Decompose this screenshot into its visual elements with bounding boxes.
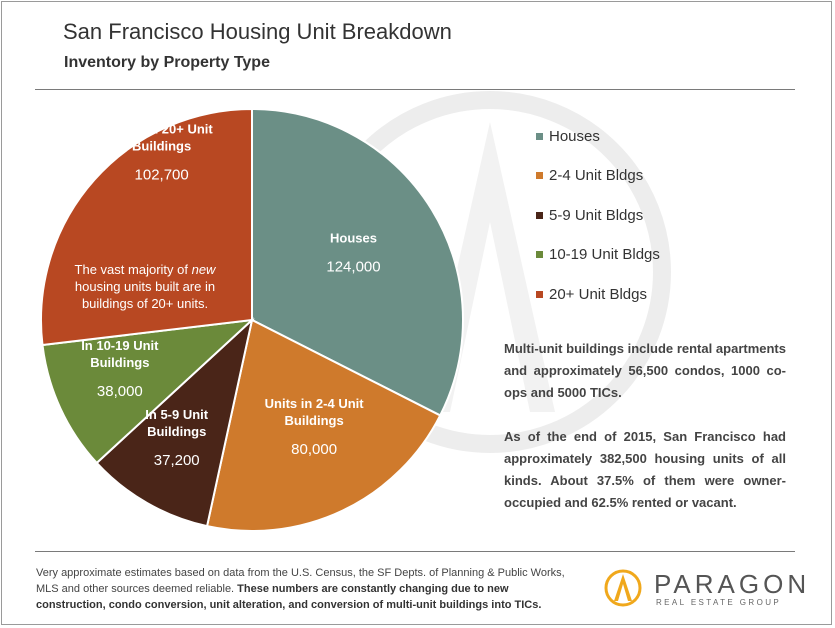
note-multi-unit: Multi-unit buildings include rental apar… — [504, 341, 786, 400]
chart-title: San Francisco Housing Unit Breakdown — [63, 19, 452, 44]
slice-label-20-plus-unit: Buildings — [132, 139, 191, 154]
legend-swatch — [536, 212, 543, 219]
data-label-houses: 124,000 — [326, 259, 380, 276]
slice-label-5-9-unit: Buildings — [147, 424, 206, 439]
legend-item-10-19-unit: 10-19 Unit Bldgs — [536, 246, 660, 263]
slice-label-2-4-unit: Units in 2-4 Unit — [265, 396, 365, 411]
slice-label-10-19-unit: Buildings — [90, 355, 149, 370]
data-label-20-plus-unit: 102,700 — [135, 167, 189, 184]
data-label-5-9-unit: 37,200 — [154, 452, 200, 469]
slice-label-10-19-unit: In 10-19 Unit — [81, 338, 159, 353]
legend-item-houses: Houses — [536, 128, 600, 145]
legend-label: 5-9 Unit Bldgs — [549, 207, 644, 224]
slice-annotation-line: buildings of 20+ units. — [82, 296, 208, 311]
logo-name: PARAGON — [654, 569, 811, 599]
paragon-logo-icon — [604, 569, 642, 607]
legend-label: 20+ Unit Bldgs — [549, 286, 647, 303]
legend-label: 2-4 Unit Bldgs — [549, 167, 644, 184]
note-housing-total: As of the end of 2015, San Francisco had… — [504, 429, 786, 510]
legend-swatch — [536, 133, 543, 140]
slice-label-5-9-unit: In 5-9 Unit — [145, 407, 209, 422]
legend-item-20-plus-unit: 20+ Unit Bldgs — [536, 286, 647, 303]
chart-subtitle: Inventory by Property Type — [64, 54, 270, 71]
pie-slice-5-9-unit — [95, 317, 254, 528]
pie-slice-houses — [251, 107, 464, 417]
slice-annotation-line: housing units built are in — [75, 279, 215, 294]
legend-swatch — [536, 291, 543, 298]
data-label-10-19-unit: 38,000 — [97, 383, 143, 400]
legend-item-2-4-unit: 2-4 Unit Bldgs — [536, 167, 643, 184]
slice-label-20-plus-unit: Units in 20+ Unit — [111, 122, 214, 137]
slice-annotation: The vast majority of new — [75, 262, 218, 277]
slice-label-houses: Houses — [330, 231, 377, 246]
footer-text: Very approximate estimates based on data… — [36, 567, 565, 595]
logo-tagline: REAL ESTATE GROUP — [656, 598, 782, 607]
data-label-2-4-unit: 80,000 — [291, 441, 337, 458]
legend-swatch — [536, 172, 543, 179]
pie-slice-20-plus-unit — [40, 107, 253, 347]
pie-slice-2-4-unit — [205, 318, 442, 532]
legend-label: 10-19 Unit Bldgs — [549, 246, 660, 263]
pie-slice-10-19-unit — [41, 318, 255, 465]
legend-swatch — [536, 251, 543, 258]
legend-label: Houses — [549, 128, 600, 145]
bottom-divider — [35, 551, 795, 552]
slice-label-2-4-unit: Buildings — [285, 413, 344, 428]
legend-item-5-9-unit: 5-9 Unit Bldgs — [536, 207, 643, 224]
footer-bold-text: These numbers are constantly changing du… — [36, 583, 542, 611]
top-divider — [35, 89, 795, 90]
footer-note: Very approximate estimates based on data… — [36, 565, 576, 613]
